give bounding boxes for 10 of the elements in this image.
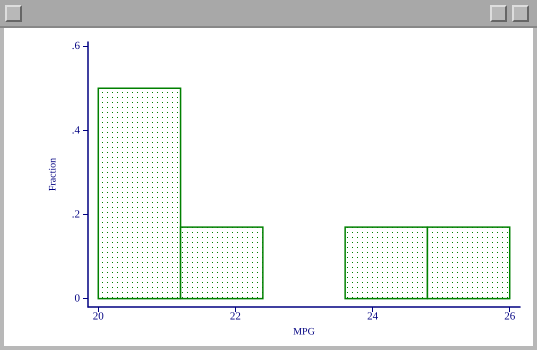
y-tick-label: .4 bbox=[72, 124, 80, 136]
x-tick-label: 24 bbox=[367, 310, 379, 322]
y-axis-title: Fraction bbox=[48, 158, 58, 192]
x-tick-label: 26 bbox=[504, 310, 516, 322]
y-tick-label: .2 bbox=[72, 208, 80, 220]
y-tick-label: .6 bbox=[72, 40, 80, 52]
y-tick-label: 0 bbox=[74, 292, 80, 305]
x-axis-title: MPG bbox=[293, 326, 315, 338]
x-tick-label: 22 bbox=[230, 310, 241, 322]
x-tick-label: 20 bbox=[92, 310, 104, 322]
